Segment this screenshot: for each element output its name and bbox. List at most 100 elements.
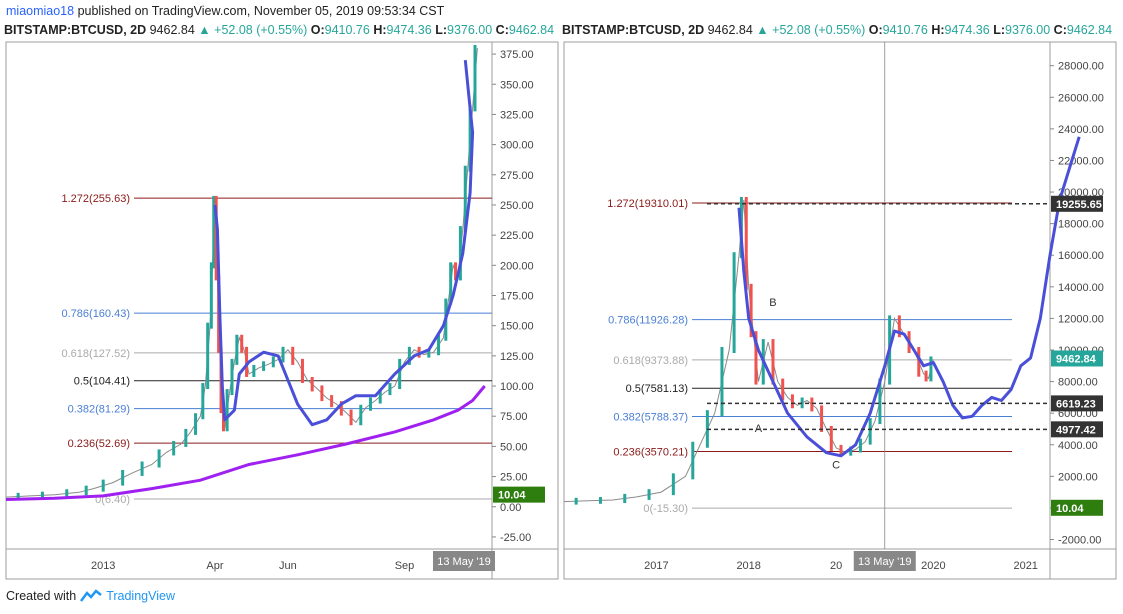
candle xyxy=(121,469,125,486)
x-tick-label: 2017 xyxy=(644,560,668,572)
candle xyxy=(252,364,256,377)
y-tick-label: 16000.00 xyxy=(1058,250,1104,262)
quote-part: +52.08 (+0.55%) xyxy=(214,23,311,37)
candle xyxy=(300,358,304,383)
chart-left[interactable]: BITSTAMP:BTCUSD, 2D 9462.84 ▲ +52.08 (+0… xyxy=(4,22,560,582)
fib-level-label: 0.786(11926.28) xyxy=(608,315,688,327)
candle xyxy=(378,389,382,404)
candle xyxy=(212,195,216,269)
y-tick-label: 8000.00 xyxy=(1058,377,1098,389)
candle xyxy=(206,322,210,390)
candle xyxy=(849,446,853,456)
candle xyxy=(140,461,144,476)
price-tag-label: 19255.65 xyxy=(1056,199,1102,211)
quote-part: C: xyxy=(496,23,509,37)
y-tick-label: 14000.00 xyxy=(1058,282,1104,294)
candle xyxy=(40,491,44,499)
tradingview-brand[interactable]: TradingView xyxy=(106,589,175,603)
quote-part: 9462.84 xyxy=(509,23,554,37)
quote-part: L: xyxy=(435,23,447,37)
quote-part: ▲ xyxy=(756,23,772,37)
candle xyxy=(388,383,392,396)
candle xyxy=(878,378,882,425)
published-text: published on TradingView.com, November 0… xyxy=(77,4,445,18)
y-tick-label: 28000.00 xyxy=(1058,61,1104,73)
y-tick-label: -25.00 xyxy=(500,532,531,544)
candle xyxy=(65,489,69,498)
chart-frame xyxy=(563,41,1117,580)
candle xyxy=(245,346,249,377)
y-tick-label: 250.00 xyxy=(500,200,534,212)
y-tick-label: 100.00 xyxy=(500,381,534,393)
y-tick-label: 325.00 xyxy=(500,109,534,121)
x-tick-label: Apr xyxy=(206,560,223,572)
candle xyxy=(320,385,324,402)
y-tick-label: 12000.00 xyxy=(1058,313,1104,325)
quote-part: H: xyxy=(373,23,386,37)
y-tick-label: 26000.00 xyxy=(1058,92,1104,104)
fib-level-label: 0(-15.30) xyxy=(643,503,688,515)
candle xyxy=(310,377,314,392)
x-tick-label: 2018 xyxy=(736,560,760,572)
candle xyxy=(369,397,372,411)
price-tag-bg xyxy=(493,486,545,503)
candle xyxy=(790,394,794,409)
fib-level-label: 0.382(5788.37) xyxy=(613,412,688,424)
candle xyxy=(623,493,627,504)
quote-part: 9410.76 xyxy=(883,23,932,37)
candle xyxy=(172,440,176,456)
price-tag-bg xyxy=(1051,499,1103,516)
candle xyxy=(330,395,334,408)
projection-curve xyxy=(737,136,1081,458)
fib-level-label: 0.382(81.29) xyxy=(68,404,130,416)
candle xyxy=(754,331,758,385)
candle xyxy=(468,105,472,172)
y-tick-label: 350.00 xyxy=(500,79,534,91)
price-tag-label: 4977.42 xyxy=(1056,424,1096,436)
quote-part: 9376.00 xyxy=(1005,23,1054,37)
candle xyxy=(427,349,431,358)
y-tick-label: 2000.00 xyxy=(1058,471,1098,483)
fib-level-label: 0.786(160.43) xyxy=(62,308,131,320)
y-tick-label: 24000.00 xyxy=(1058,124,1104,136)
candle xyxy=(184,428,188,447)
y-tick-label: 25.00 xyxy=(500,472,528,484)
quote-part: 9410.76 xyxy=(325,23,374,37)
x-tick-label: 2021 xyxy=(1013,560,1037,572)
candle xyxy=(262,361,266,371)
candle xyxy=(691,441,695,480)
quote-part: 9474.36 xyxy=(945,23,994,37)
candle xyxy=(868,418,872,445)
quote-part: 9462.84 xyxy=(1067,23,1112,37)
fib-level-label: 1.272(19310.01) xyxy=(607,198,688,210)
candle xyxy=(647,489,651,500)
candle xyxy=(598,497,602,504)
candle xyxy=(924,370,928,382)
candle xyxy=(291,346,295,365)
wave-label: B xyxy=(769,297,776,309)
fib-level-label: 0.618(9373.88) xyxy=(613,355,688,367)
price-tag-bg xyxy=(1051,195,1103,212)
y-tick-label: 0.00 xyxy=(500,502,521,514)
price-tag-label: 10.04 xyxy=(1056,503,1084,515)
fib-level-label: 0.236(3570.21) xyxy=(613,447,688,459)
moving-average-line xyxy=(5,385,486,501)
candle xyxy=(16,492,20,501)
y-tick-label: 175.00 xyxy=(500,291,534,303)
y-tick-label: 4000.00 xyxy=(1058,440,1098,452)
publish-line: miaomiao18 published on TradingView.com,… xyxy=(6,4,444,18)
created-with-text: Created with xyxy=(6,589,77,603)
candle xyxy=(732,252,736,353)
chart-right[interactable]: BITSTAMP:BTCUSD, 2D 9462.84 ▲ +52.08 (+0… xyxy=(562,22,1118,582)
candle xyxy=(829,425,833,451)
candle xyxy=(820,405,824,432)
price-tag-bg xyxy=(1051,395,1103,412)
y-tick-label: 225.00 xyxy=(500,230,534,242)
candle xyxy=(810,397,814,412)
author-link[interactable]: miaomiao18 xyxy=(6,4,75,18)
x-tick-label: 20 xyxy=(830,560,842,572)
candle xyxy=(101,479,105,492)
price-tag-bg xyxy=(1051,421,1103,438)
candle xyxy=(398,358,402,390)
candle xyxy=(744,196,748,290)
